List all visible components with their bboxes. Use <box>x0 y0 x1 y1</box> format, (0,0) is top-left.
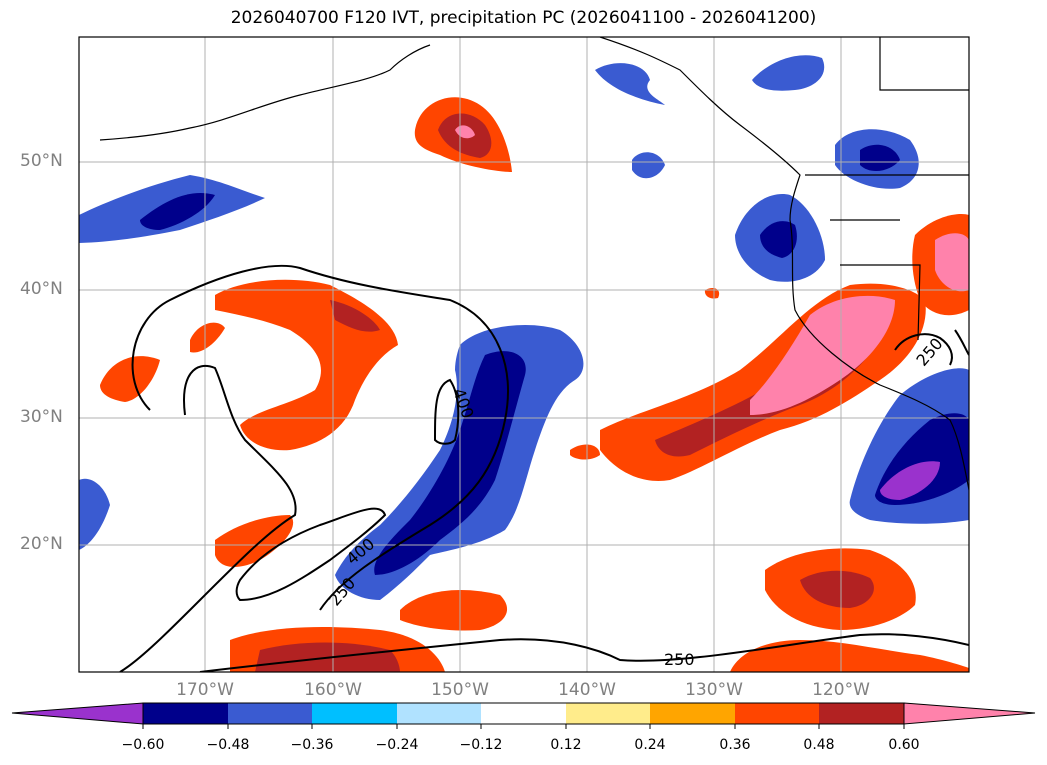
coastlines <box>99 37 969 491</box>
map-area: 400 400 250 250 250 <box>79 37 969 672</box>
ivt-label-250-b: 250 <box>664 650 695 669</box>
colorbar-swatch-1 <box>143 703 228 724</box>
colorbar-swatch-2 <box>228 703 312 724</box>
colorbar-tick-label: 0.48 <box>803 737 835 753</box>
lon-label-120w: 120°W <box>812 680 870 700</box>
colorbar-tick-label: 0.60 <box>888 737 920 753</box>
colorbar-tick-label: 0.36 <box>719 737 751 753</box>
lon-label-140w: 140°W <box>558 680 616 700</box>
colorbar-swatch-5 <box>481 703 566 724</box>
positive-anomaly-arc <box>215 279 398 451</box>
precip-shading <box>79 55 969 672</box>
lat-label-20n: 20°N <box>20 534 63 554</box>
colorbar-tick-label: −0.36 <box>290 737 334 753</box>
colorbar-tick-label: −0.60 <box>121 737 165 753</box>
lon-label-170w: 170°W <box>176 680 234 700</box>
lon-label-160w: 160°W <box>304 680 362 700</box>
colorbar-extend-high <box>903 702 1036 725</box>
colorbar-extend-low <box>11 702 144 725</box>
lon-label-150w: 150°W <box>431 680 489 700</box>
colorbar <box>11 702 1036 729</box>
colorbar-tick-label: 0.12 <box>550 737 582 753</box>
colorbar-swatch-6 <box>566 703 650 724</box>
colorbar-swatch-8 <box>735 703 819 724</box>
map-title: 2026040700 F120 IVT, precipitation PC (2… <box>230 8 817 28</box>
lon-label-130w: 130°W <box>685 680 743 700</box>
lat-label-50n: 50°N <box>20 151 63 171</box>
colorbar-tick-label: −0.12 <box>459 737 503 753</box>
lat-label-30n: 30°N <box>20 407 63 427</box>
colorbar-tick-label: −0.48 <box>206 737 250 753</box>
colorbar-tick-label: 0.24 <box>634 737 666 753</box>
colorbar-swatch-4 <box>397 703 481 724</box>
colorbar-swatch-7 <box>650 703 735 724</box>
map-frame <box>78 36 970 673</box>
lat-label-40n: 40°N <box>20 279 63 299</box>
colorbar-swatch-9 <box>819 703 904 724</box>
colorbar-swatch-3 <box>312 703 397 724</box>
ivt-contours <box>119 264 969 672</box>
map-gridlines <box>79 37 969 672</box>
colorbar-tick-label: −0.24 <box>375 737 419 753</box>
